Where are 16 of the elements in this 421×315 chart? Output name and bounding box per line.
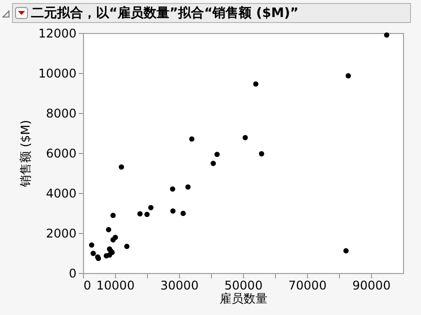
x-tick-label: 50000 xyxy=(224,278,263,292)
y-tick-label: 2000 xyxy=(46,226,76,240)
y-tick-label: 12000 xyxy=(38,26,76,40)
y-tick-label: 10000 xyxy=(38,66,76,80)
chart-title: 二元拟合，以“雇员数量”拟合“销售额 ($M)” xyxy=(31,5,299,22)
x-tick-label: 70000 xyxy=(288,278,327,292)
y-axis-title: 销售额 ($M) xyxy=(18,120,32,188)
x-tick-label: 30000 xyxy=(160,278,199,292)
x-tick-label: 10000 xyxy=(96,278,135,292)
x-tick-label: 90000 xyxy=(352,278,391,292)
y-tick-label: 8000 xyxy=(46,106,76,120)
x-tick-label: 0 xyxy=(84,278,92,292)
y-tick-label: 0 xyxy=(68,266,76,280)
x-axis-title: 雇员数量 xyxy=(220,292,268,306)
y-tick-label: 4000 xyxy=(46,186,76,200)
y-tick-label: 6000 xyxy=(46,146,76,160)
